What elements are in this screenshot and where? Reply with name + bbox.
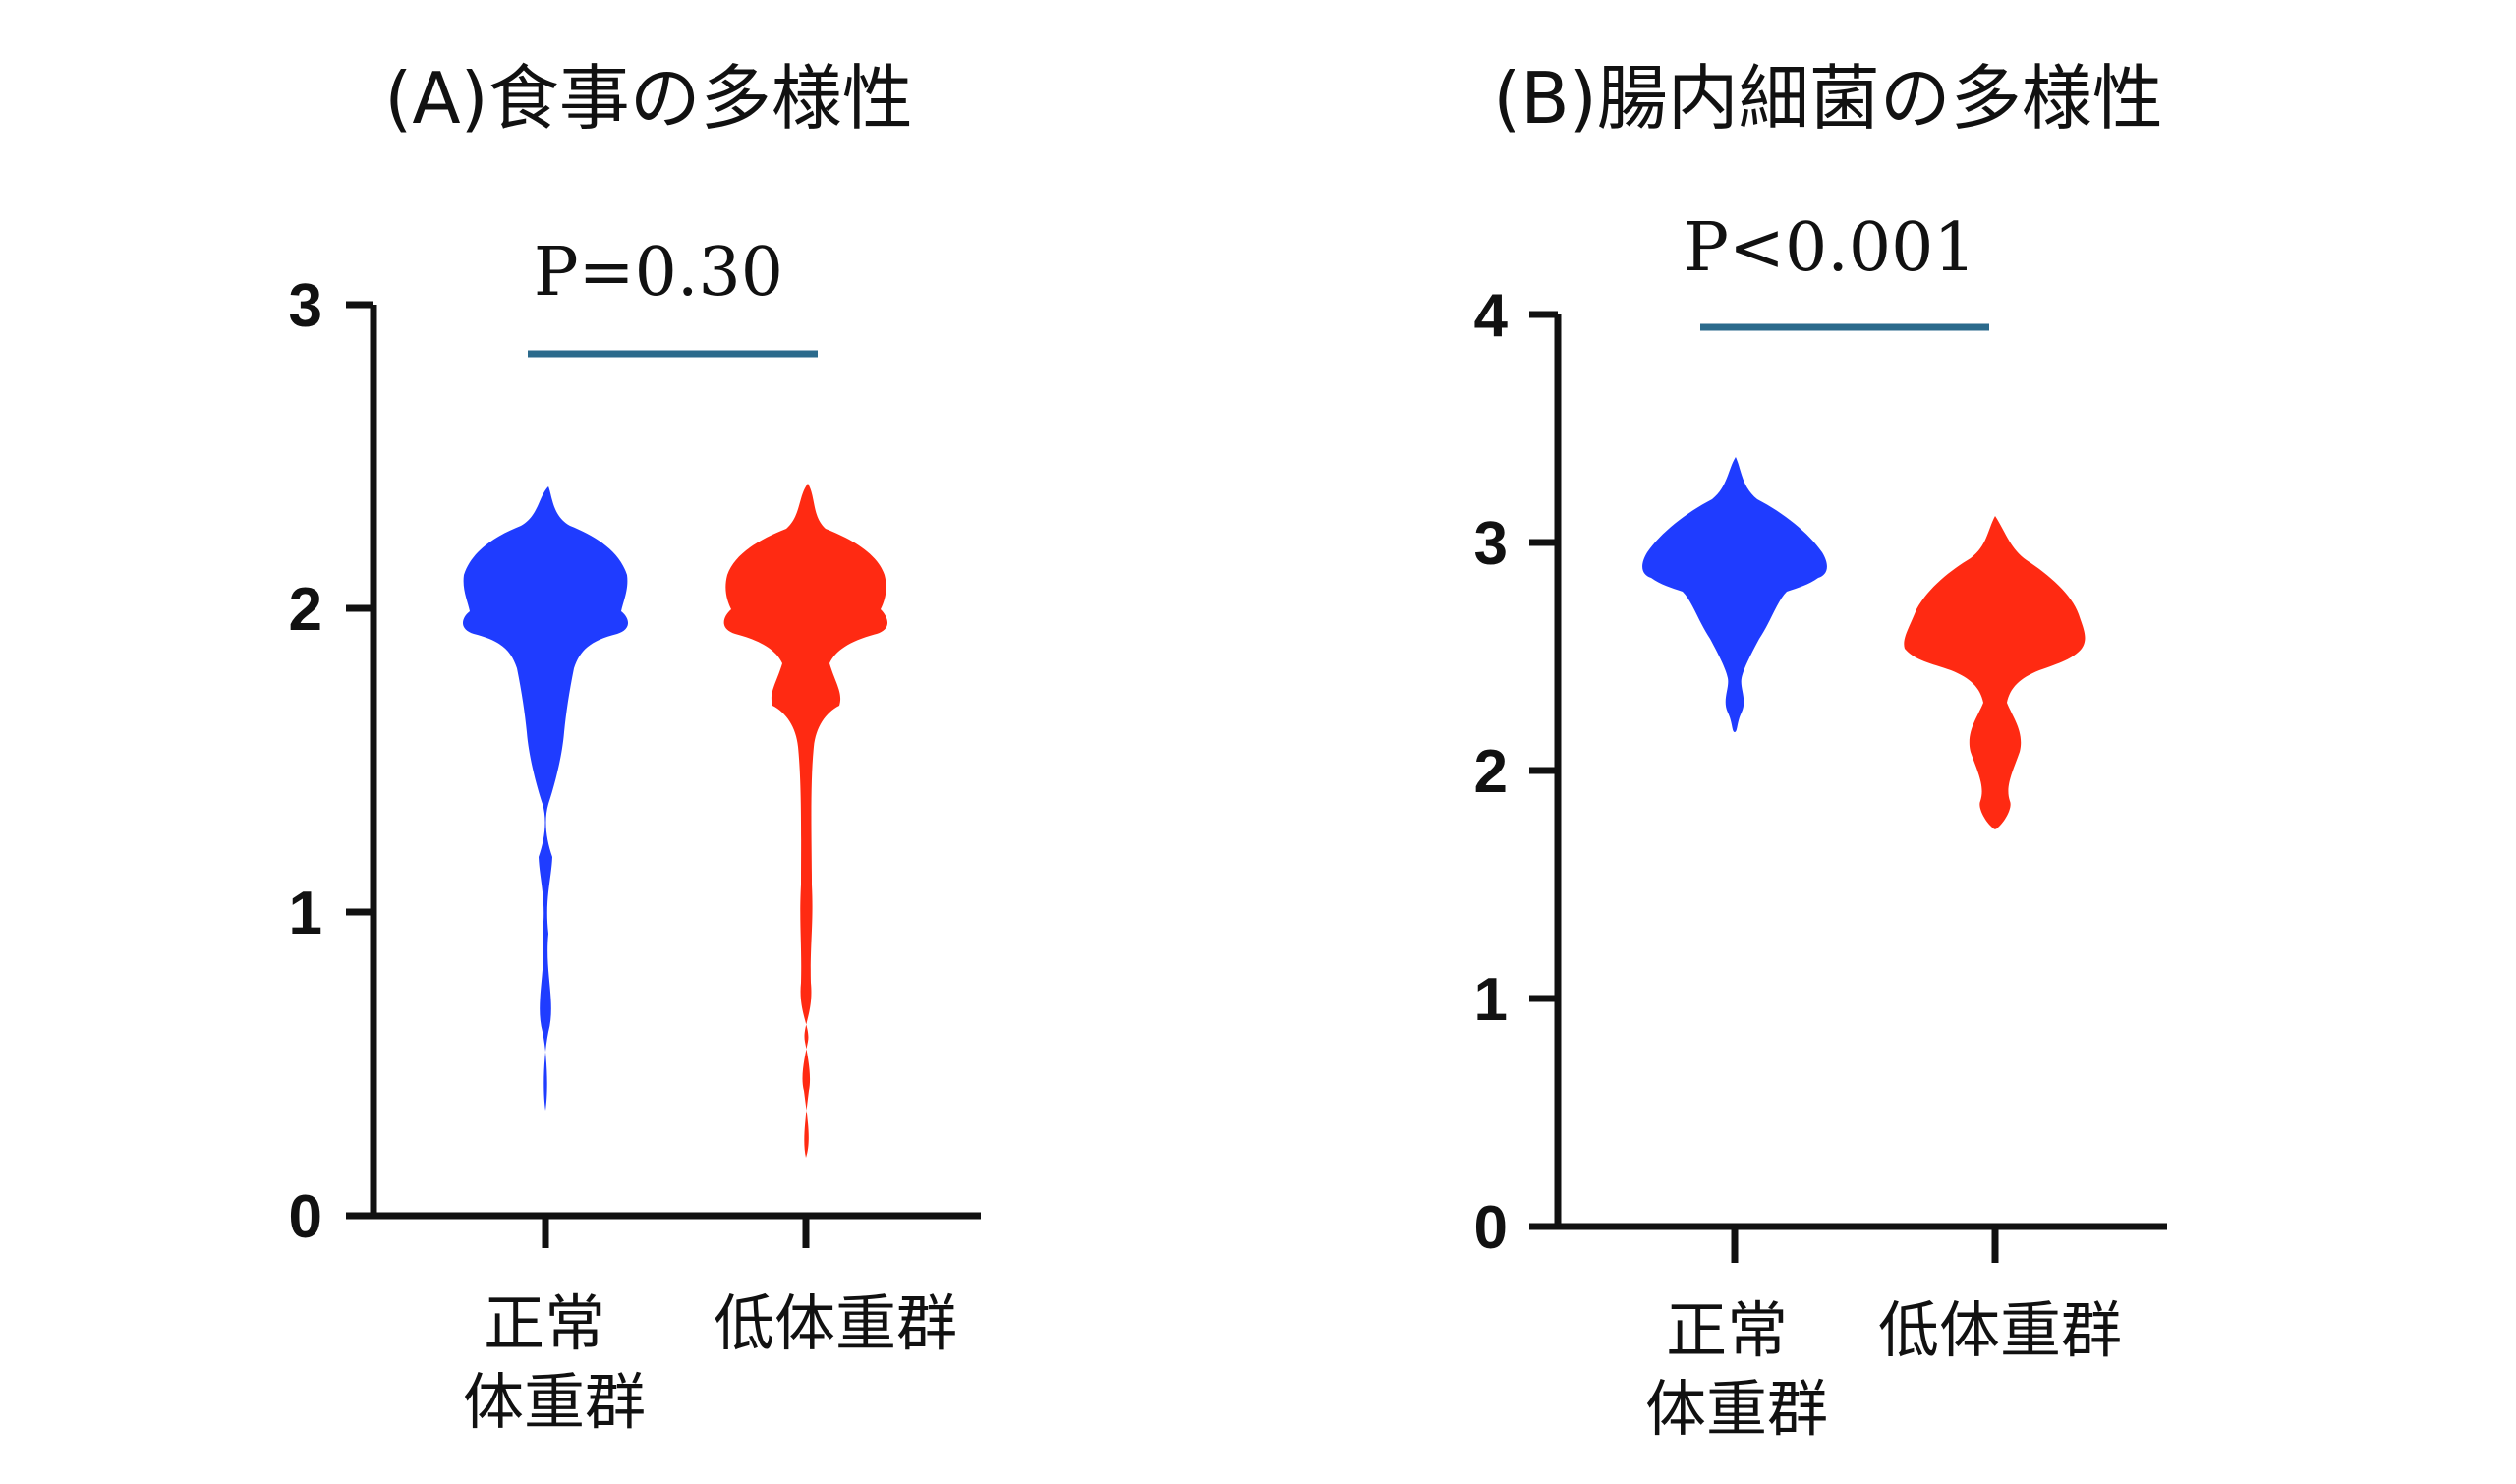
panel-a-axes: 0 1 2 3	[289, 272, 981, 1251]
panel-b-tick-label: 0	[1474, 1194, 1508, 1262]
panel-b-axes: 0 1 2 3 4	[1474, 282, 2167, 1263]
panel-a-tick-label: 3	[289, 272, 322, 340]
panel-b: (B)腸内細菌の多様性 0 1 2 3 4 P<0.001 正常 体重群	[1474, 57, 2167, 1445]
panel-b-tick-label: 2	[1474, 738, 1508, 806]
panel-a-p-value: P=0.30	[534, 234, 783, 312]
panel-a-title: (A)食事の多様性	[384, 57, 912, 140]
panel-a-tick-label: 1	[289, 880, 322, 947]
panel-b-tick-label: 1	[1474, 966, 1508, 1034]
panel-b-p-value: P<0.001	[1684, 209, 1975, 287]
panel-a-tick-label: 0	[289, 1183, 322, 1251]
panel-b-title: (B)腸内細菌の多様性	[1493, 57, 2163, 140]
panel-a-category-label: 正常 体重群	[463, 1287, 646, 1438]
panel-a-tick-label: 2	[289, 576, 322, 644]
panel-a-significance: P=0.30	[528, 234, 818, 358]
panel-b-tick-label: 3	[1474, 510, 1508, 578]
panel-b-category-low: 低体重群	[1878, 1294, 2122, 1366]
panel-a-category-normal-line2: 体重群	[463, 1366, 646, 1438]
panel-b-significance: P<0.001	[1684, 209, 1989, 331]
panel-b-violin-normal	[1642, 457, 1827, 732]
panel-a-category-normal-line1: 正常	[484, 1287, 605, 1359]
panel-a-category-low: 低体重群	[714, 1287, 957, 1359]
panel-b-category-normal-line2: 体重群	[1645, 1373, 1828, 1445]
panel-a-violin-low	[723, 484, 887, 1158]
panel-b-category-label: 正常 体重群	[1645, 1294, 1828, 1445]
panel-a: (A)食事の多様性 0 1 2 3 P=0.30 正常 体重群 低体重群	[289, 57, 981, 1438]
panel-b-violin-low	[1904, 516, 2086, 829]
panel-b-category-normal-line1: 正常	[1666, 1294, 1788, 1366]
panel-b-tick-label: 4	[1474, 282, 1509, 350]
panel-a-violin-normal	[463, 486, 628, 1111]
